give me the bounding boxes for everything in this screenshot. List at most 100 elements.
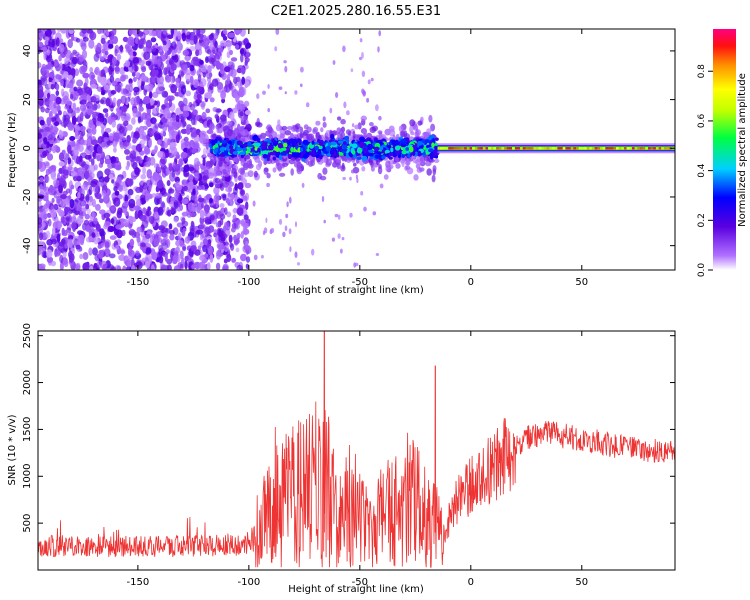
heat-cell bbox=[167, 188, 175, 194]
heat-cell bbox=[166, 180, 171, 187]
tone-cell bbox=[445, 147, 449, 150]
heat-cell bbox=[224, 207, 228, 216]
heat-cell bbox=[240, 168, 245, 175]
heat-cell bbox=[216, 250, 221, 257]
heat-cell bbox=[272, 131, 277, 139]
heat-cell bbox=[117, 109, 122, 116]
heat-cell bbox=[100, 90, 106, 96]
heat-cell bbox=[67, 238, 74, 248]
heat-cell bbox=[273, 146, 281, 152]
heat-cell bbox=[157, 206, 164, 216]
heat-cell bbox=[133, 108, 138, 114]
heat-cell bbox=[47, 92, 51, 99]
heat-cell bbox=[299, 147, 303, 152]
heat-cell bbox=[195, 49, 200, 57]
tone-cell bbox=[554, 147, 558, 150]
heat-cell bbox=[130, 97, 136, 106]
tone-cell bbox=[621, 147, 625, 150]
heat-cell bbox=[186, 212, 193, 218]
heat-cell bbox=[146, 169, 153, 179]
heat-cell bbox=[39, 265, 46, 270]
heat-cell bbox=[232, 236, 237, 241]
tone-cell bbox=[480, 147, 484, 150]
heat-cell bbox=[221, 87, 227, 93]
heat-cell bbox=[109, 62, 115, 72]
heat-cell bbox=[356, 156, 362, 160]
heat-cell bbox=[201, 101, 205, 110]
heat-cell bbox=[386, 144, 392, 149]
heat-cell bbox=[104, 58, 110, 64]
heat-cell bbox=[378, 30, 382, 37]
heat-cell bbox=[368, 159, 373, 163]
heat-cell bbox=[128, 78, 133, 85]
heat-cell bbox=[154, 65, 158, 71]
tone-cell bbox=[530, 147, 534, 150]
heat-cell bbox=[283, 60, 287, 64]
heat-cell bbox=[72, 51, 80, 57]
tone-cell bbox=[557, 147, 561, 150]
heat-cell bbox=[118, 185, 123, 192]
tone-cell bbox=[629, 147, 633, 150]
heat-cell bbox=[244, 182, 252, 189]
heat-cell bbox=[173, 200, 179, 210]
heat-cell bbox=[148, 91, 153, 99]
heat-cell bbox=[270, 139, 276, 143]
heat-cell bbox=[46, 116, 52, 125]
heat-cell bbox=[381, 149, 386, 154]
heat-cell bbox=[350, 68, 354, 73]
heat-cell bbox=[129, 215, 134, 224]
heat-cell bbox=[238, 88, 245, 98]
heat-cell bbox=[374, 146, 380, 152]
heat-cell bbox=[203, 238, 208, 246]
heat-cell bbox=[140, 143, 145, 149]
heat-cell bbox=[52, 226, 56, 236]
heat-cell bbox=[170, 63, 177, 71]
heat-cell bbox=[242, 253, 247, 261]
heat-cell bbox=[50, 171, 56, 180]
heat-cell bbox=[119, 44, 124, 53]
heat-cell bbox=[128, 246, 133, 256]
heat-cell bbox=[231, 168, 237, 174]
spectrogram-x-tick-label: -100 bbox=[238, 277, 261, 288]
heat-cell bbox=[280, 151, 286, 156]
heat-cell bbox=[219, 156, 225, 162]
heat-cell bbox=[285, 213, 289, 219]
heat-cell bbox=[41, 63, 47, 72]
heat-cell bbox=[417, 150, 422, 157]
heat-cell bbox=[79, 89, 84, 96]
heat-cell bbox=[415, 163, 421, 169]
spectrogram-x-tick-label: -150 bbox=[127, 277, 150, 288]
heat-cell bbox=[263, 167, 269, 172]
heat-cell bbox=[148, 184, 152, 193]
heat-cell bbox=[169, 229, 175, 236]
heat-cell bbox=[215, 60, 221, 70]
heat-cell bbox=[270, 227, 275, 234]
heat-cell bbox=[199, 209, 205, 219]
heat-cell bbox=[266, 156, 270, 162]
tone-cell bbox=[456, 147, 460, 150]
heat-cell bbox=[42, 29, 48, 32]
heat-cell bbox=[150, 266, 156, 270]
heat-cell bbox=[135, 158, 142, 164]
heat-cell bbox=[118, 126, 125, 134]
heat-cell bbox=[260, 254, 264, 259]
heat-cell bbox=[70, 68, 76, 76]
heat-cell bbox=[95, 203, 101, 211]
heat-cell bbox=[76, 156, 80, 165]
heat-cell bbox=[244, 155, 251, 160]
heat-cell bbox=[182, 147, 190, 153]
heat-cell bbox=[329, 149, 335, 156]
heat-cell bbox=[221, 98, 226, 104]
heat-cell bbox=[311, 248, 315, 256]
heat-cell bbox=[171, 146, 178, 156]
heat-cell bbox=[282, 142, 288, 148]
heat-cell bbox=[156, 179, 164, 189]
tone-cell bbox=[581, 147, 585, 150]
tone-cell bbox=[576, 147, 579, 150]
heat-cell bbox=[240, 67, 246, 75]
heat-cell bbox=[390, 147, 394, 153]
heat-cell bbox=[180, 151, 188, 159]
heat-cell bbox=[190, 34, 194, 41]
heat-cell bbox=[163, 67, 168, 76]
